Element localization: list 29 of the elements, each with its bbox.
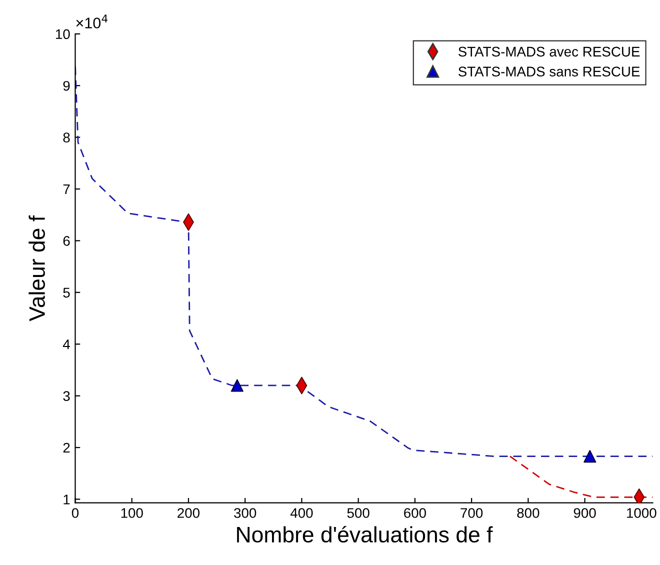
y-tick-label: 8 xyxy=(63,132,70,142)
y-tick-label: 2 xyxy=(63,442,70,453)
y-tick-label: 9 xyxy=(63,80,70,91)
line-series xyxy=(509,456,653,498)
x-tick-label: 500 xyxy=(347,508,370,518)
y-tick-label: 6 xyxy=(63,236,70,246)
y-tick-label: 10 xyxy=(56,29,70,40)
x-tick-label: 200 xyxy=(178,508,200,518)
point xyxy=(584,450,596,463)
legend-label: STATS-MADS sans RESCUE xyxy=(458,66,640,76)
text: ×10$^{4}$ xyxy=(76,14,108,28)
x-tick-label: 1000 xyxy=(627,508,656,518)
x-tick-label: 800 xyxy=(517,508,540,518)
y-tick-label: 1 xyxy=(64,494,70,504)
x-axis-title: Nombre d'évaluations de f xyxy=(237,526,493,543)
x-tick-label: 600 xyxy=(404,508,426,518)
y-tick-label: 5 xyxy=(63,288,70,298)
y-axis-title: Valeur de f xyxy=(28,215,45,322)
x-tick-label: 900 xyxy=(574,508,596,518)
x-tick-label: 100 xyxy=(121,508,143,518)
x-tick-label: 400 xyxy=(290,508,313,518)
x-tick-label: 0 xyxy=(72,508,79,518)
x-tick-label: 700 xyxy=(460,508,483,518)
x-tick-label: 300 xyxy=(234,508,256,518)
y-tick-label: 4 xyxy=(62,340,70,350)
legend-label: STATS-MADS avec RESCUE xyxy=(458,46,640,57)
point xyxy=(230,379,244,392)
y-tick-label: 7 xyxy=(63,184,70,194)
y-tick-label: 3 xyxy=(63,391,70,401)
